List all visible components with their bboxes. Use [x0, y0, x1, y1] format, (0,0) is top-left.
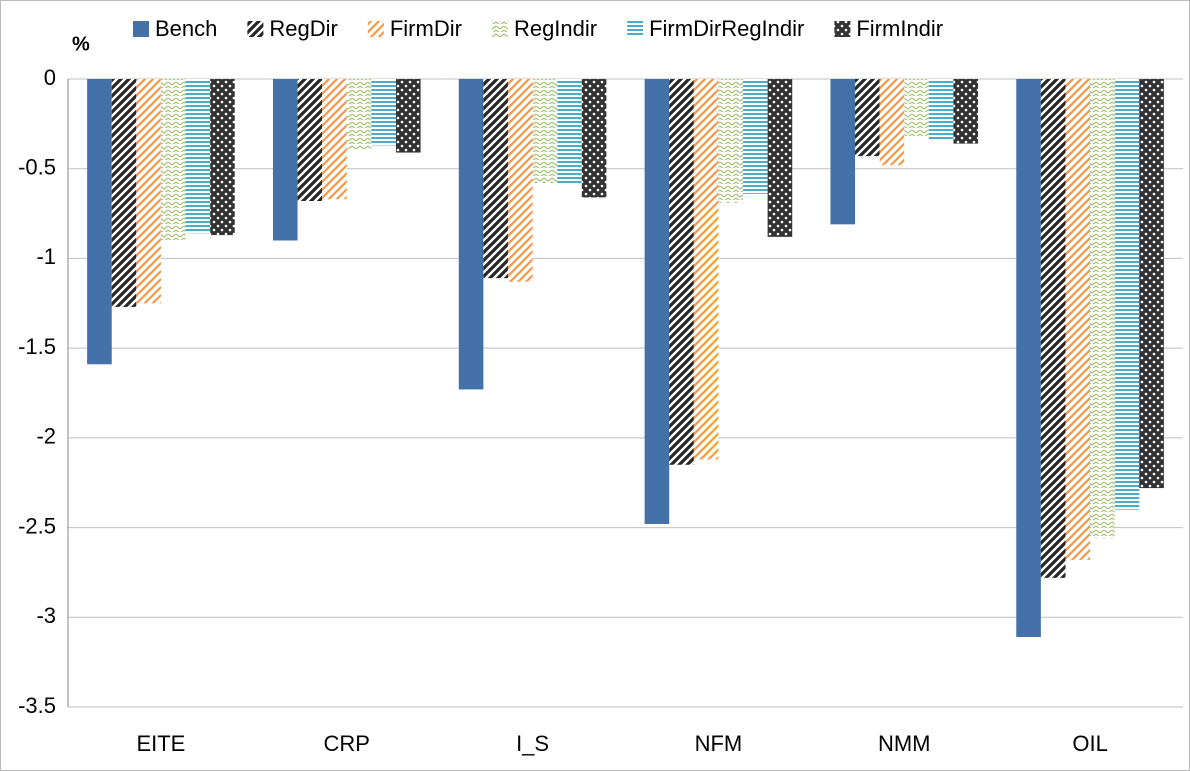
bar [87, 79, 112, 365]
bar [160, 79, 186, 241]
bar [1016, 79, 1041, 638]
legend-swatch [834, 21, 851, 37]
legend-label: RegDir [269, 16, 337, 41]
bar [111, 79, 137, 307]
x-tick-label: NMM [878, 731, 931, 756]
bar [557, 79, 582, 184]
bar [297, 79, 323, 202]
legend-label: RegIndir [514, 16, 597, 41]
y-axis-label: % [72, 33, 90, 55]
bar [1065, 79, 1091, 560]
legend-label: Bench [155, 16, 217, 41]
y-tick-label: -1.5 [18, 334, 56, 359]
bar [507, 79, 533, 282]
x-tick-label: CRP [324, 731, 370, 756]
y-tick-label: 0 [44, 65, 56, 90]
legend-swatch [627, 21, 644, 37]
legend-swatch [367, 21, 384, 37]
y-tick-label: -3 [36, 603, 56, 628]
bar [395, 79, 421, 153]
x-tick-label: NFM [695, 731, 743, 756]
bar [904, 79, 929, 137]
y-tick-label: -3.5 [18, 693, 56, 718]
bar [458, 79, 484, 390]
y-tick-label: -2 [36, 424, 56, 449]
bar [669, 79, 694, 465]
bar [532, 79, 558, 184]
bar [185, 79, 211, 234]
legend-swatch [247, 21, 264, 37]
bar [371, 79, 396, 146]
bar [743, 79, 768, 194]
bar [136, 79, 161, 304]
y-tick-label: -1 [36, 244, 56, 269]
bar [855, 79, 880, 157]
bar [767, 79, 793, 237]
bar [693, 79, 719, 460]
bar [346, 79, 372, 149]
bar [322, 79, 347, 200]
x-tick-label: I_S [516, 731, 549, 756]
bar [718, 79, 744, 203]
bar [1139, 79, 1164, 489]
legend-label: FirmIndir [856, 16, 943, 41]
x-tick-label: EITE [136, 731, 185, 756]
bar [272, 79, 298, 241]
bar [483, 79, 508, 279]
legend-label: FirmDirRegIndir [649, 16, 804, 41]
x-tick-label: OIL [1072, 731, 1107, 756]
y-tick-label: -0.5 [18, 155, 56, 180]
bar [1114, 79, 1140, 510]
bar [953, 79, 979, 144]
legend-swatch [491, 21, 508, 37]
bar [879, 79, 905, 166]
y-tick-label: -2.5 [18, 513, 56, 538]
bar [581, 79, 607, 198]
bar [1090, 79, 1115, 539]
bar [1040, 79, 1066, 578]
legend-swatch [133, 21, 149, 37]
bar [644, 79, 670, 524]
legend-label: FirmDir [390, 16, 462, 41]
bar [928, 79, 954, 141]
bar [830, 79, 856, 225]
bar [210, 79, 235, 236]
